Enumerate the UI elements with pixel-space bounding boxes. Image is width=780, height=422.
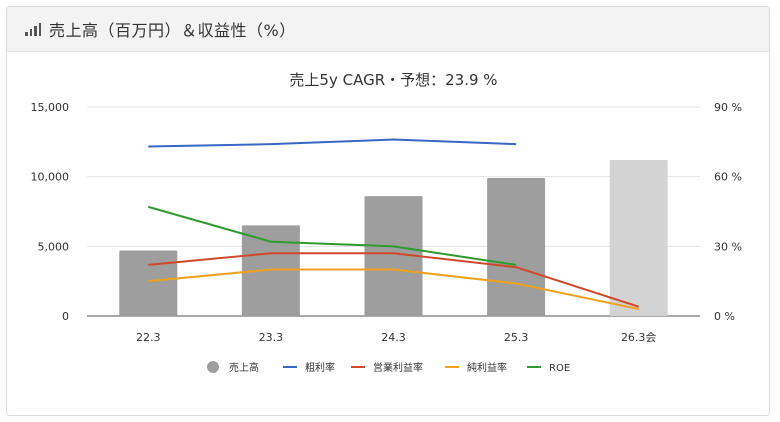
y-left-tick-label: 15,000 xyxy=(31,101,70,114)
bar-sales xyxy=(241,225,300,316)
y-right-tick-label: 0 % xyxy=(714,310,735,323)
chart-card: 売上高（百万円）＆収益性（%） 売上5y CAGR・予想：23.9 % 0 5,00… xyxy=(6,6,770,416)
chart-area: 売上5y CAGR・予想：23.9 % 0 5,000 10,000 15,000 0 %… xyxy=(31,71,742,374)
y-left-tick-label: 10,000 xyxy=(31,171,70,184)
series-line xyxy=(148,252,640,308)
x-tick-label: 26.3会 xyxy=(621,331,657,344)
y-right-tick-label: 30 % xyxy=(714,240,742,253)
legend-marker xyxy=(207,361,219,373)
x-tick-label: 24.3 xyxy=(381,331,406,344)
x-tick-label: 25.3 xyxy=(504,331,529,344)
y-right-tick-label: 60 % xyxy=(714,171,742,184)
bar-sales xyxy=(364,196,423,316)
series-line xyxy=(148,138,517,148)
legend-label: 売上高 xyxy=(229,361,259,374)
bar-sales xyxy=(119,250,178,316)
legend-label: 純利益率 xyxy=(467,361,507,374)
bar-sales xyxy=(609,159,668,316)
card-header: 売上高（百万円）＆収益性（%） xyxy=(7,7,769,52)
y-left-tick-label: 0 xyxy=(62,310,69,323)
x-tick-label: 23.3 xyxy=(259,331,284,344)
card-title: 売上高（百万円）＆収益性（%） xyxy=(49,21,296,40)
y-right-tick-label: 90 % xyxy=(714,101,742,114)
legend-label: 粗利率 xyxy=(305,361,335,374)
x-tick-label: 22.3 xyxy=(136,331,161,344)
chart-title: 売上5y CAGR・予想：23.9 % xyxy=(289,71,497,89)
bar-sales xyxy=(487,178,546,316)
series-line xyxy=(148,268,639,311)
y-left-tick-label: 5,000 xyxy=(38,240,70,253)
bar-chart-icon xyxy=(25,22,41,36)
legend-label: 営業利益率 xyxy=(373,361,423,374)
legend-label: ROE xyxy=(549,363,570,374)
series-line xyxy=(148,205,517,266)
